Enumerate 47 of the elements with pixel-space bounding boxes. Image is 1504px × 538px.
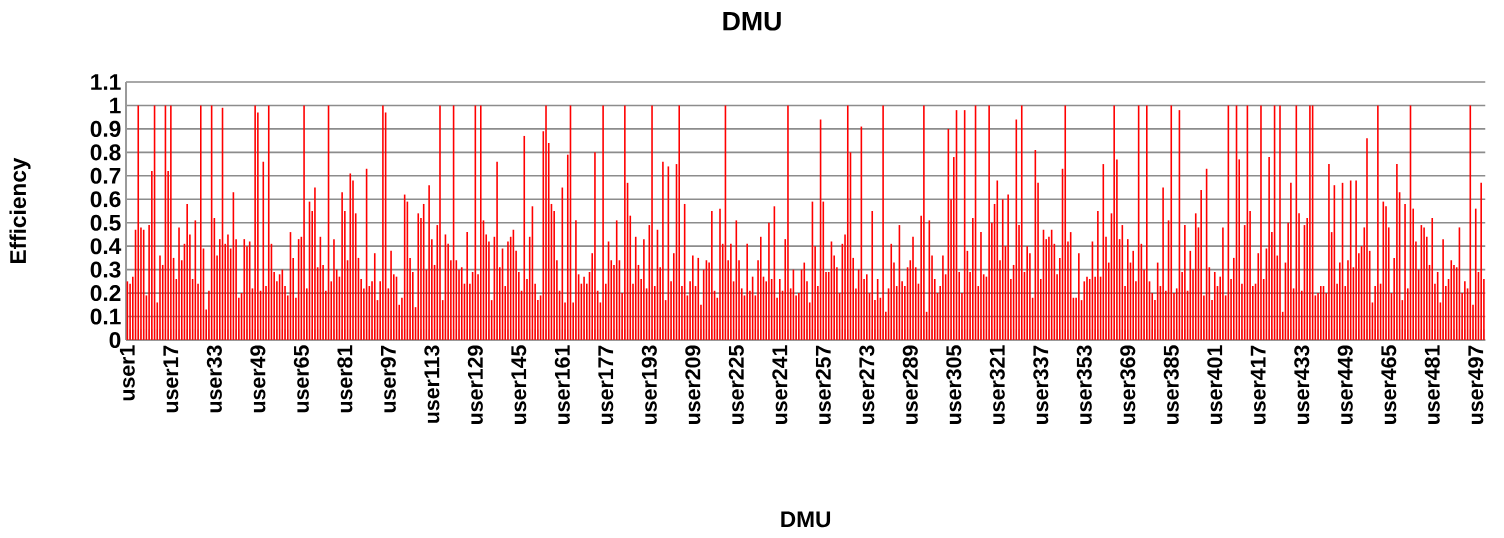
x-tick-label: user289 bbox=[902, 345, 918, 425]
x-tick-label: user161 bbox=[554, 345, 570, 425]
x-tick-label: user241 bbox=[772, 345, 788, 425]
x-tick-label: user257 bbox=[815, 345, 831, 425]
y-tick-label: 0.5 bbox=[90, 214, 121, 231]
x-tick-label: user81 bbox=[337, 345, 353, 413]
y-tick-label: 0.3 bbox=[90, 261, 121, 278]
x-tick-label: user97 bbox=[380, 345, 396, 413]
x-tick-label: user353 bbox=[1076, 345, 1092, 425]
y-tick-label: 0.6 bbox=[90, 191, 121, 208]
x-tick-label: user129 bbox=[467, 345, 483, 425]
x-tick-label: user481 bbox=[1424, 345, 1440, 425]
x-tick-label: user225 bbox=[728, 345, 744, 425]
x-tick-label: user417 bbox=[1250, 345, 1266, 425]
x-tick-label: user65 bbox=[293, 345, 309, 413]
y-tick-label: 0.1 bbox=[90, 308, 121, 325]
y-tick-label: 1 bbox=[110, 97, 121, 114]
x-tick-label: user305 bbox=[946, 345, 962, 425]
x-tick-label: user273 bbox=[859, 345, 875, 425]
x-tick-label: user369 bbox=[1120, 345, 1136, 425]
x-tick-label: user337 bbox=[1033, 345, 1049, 425]
x-tick-label: user465 bbox=[1381, 345, 1397, 425]
y-tick-label: 0.9 bbox=[90, 120, 121, 137]
y-tick-label: 0.8 bbox=[90, 144, 121, 161]
x-tick-label: user209 bbox=[685, 345, 701, 425]
chart-title: DMU bbox=[723, 12, 781, 31]
x-tick-label: user497 bbox=[1468, 345, 1484, 425]
x-axis-title: DMU bbox=[781, 511, 831, 528]
x-tick-label: user193 bbox=[641, 345, 657, 425]
y-tick-label: 0 bbox=[109, 331, 121, 349]
x-tick-label: user321 bbox=[989, 345, 1005, 425]
x-tick-label: user145 bbox=[511, 345, 527, 425]
x-tick-label: user449 bbox=[1337, 345, 1353, 425]
y-tick-label: 0.7 bbox=[90, 167, 121, 184]
x-tick-label: user17 bbox=[163, 345, 179, 413]
x-tick-label: user385 bbox=[1163, 345, 1179, 425]
y-axis-title: Efficiency bbox=[9, 157, 31, 264]
x-tick-label: user1 bbox=[119, 345, 135, 401]
y-tick-label: 0.4 bbox=[90, 238, 122, 255]
x-tick-label: user401 bbox=[1207, 345, 1223, 425]
x-tick-label: user177 bbox=[598, 345, 614, 425]
x-tick-label: user433 bbox=[1294, 345, 1310, 425]
x-tick-label: user49 bbox=[250, 345, 266, 413]
y-tick-label: 0.2 bbox=[90, 285, 121, 302]
y-tick-label: 1.1 bbox=[91, 74, 121, 90]
x-tick-label: user33 bbox=[206, 345, 222, 413]
x-tick-label: user113 bbox=[424, 345, 440, 423]
